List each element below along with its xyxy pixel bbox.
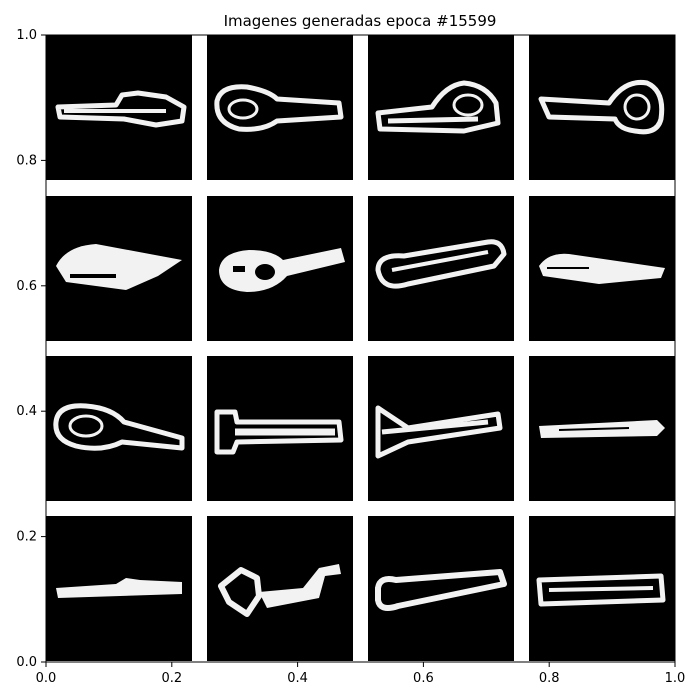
generated-stroke [55, 90, 187, 128]
image-panel [368, 356, 514, 501]
generated-stroke [214, 84, 344, 132]
generated-stroke [53, 403, 185, 451]
x-tick-label: 0.2 [161, 671, 182, 686]
generated-stroke [214, 409, 344, 455]
y-tick-label: 0.0 [16, 655, 37, 670]
plot-frame [45, 34, 676, 663]
generated-stroke [375, 569, 507, 611]
panel-background [207, 35, 353, 180]
chart-title: Imagenes generadas epoca #15599 [224, 12, 497, 30]
y-axis: 0.0 0.2 0.4 0.6 0.8 1.0 [16, 28, 46, 670]
y-tick-label: 0.2 [16, 530, 37, 545]
generated-stroke [375, 405, 503, 459]
x-tick-label: 1.0 [665, 671, 686, 686]
x-axis: 0.0 0.2 0.4 0.6 0.8 1.0 [36, 662, 686, 686]
image-panel [207, 516, 353, 661]
x-tick-label: 0.8 [539, 671, 560, 686]
image-panel [529, 196, 675, 341]
panel-background [46, 356, 192, 501]
image-panel [529, 356, 675, 501]
panel-background [529, 35, 675, 180]
image-panel [207, 35, 353, 180]
generated-stroke [375, 80, 501, 134]
image-panel [368, 196, 514, 341]
panel-background [368, 35, 514, 180]
image-panel [46, 196, 192, 341]
x-tick-label: 0.6 [413, 671, 434, 686]
generated-stroke [536, 573, 666, 607]
generated-stroke [539, 420, 665, 438]
y-tick-label: 1.0 [16, 28, 37, 43]
x-tick-label: 0.4 [287, 671, 308, 686]
image-panel [529, 516, 675, 661]
image-panel [46, 516, 192, 661]
generated-stroke [219, 248, 345, 292]
generated-stroke [539, 253, 665, 284]
y-tick-label: 0.8 [16, 153, 37, 168]
image-panel [529, 35, 675, 180]
image-panel [46, 35, 192, 180]
y-tick-label: 0.6 [16, 279, 37, 294]
image-panels [46, 35, 675, 661]
generated-stroke [218, 564, 341, 617]
image-panel [368, 516, 514, 661]
panel-background [207, 516, 353, 661]
generated-stroke [56, 578, 182, 598]
image-panel [207, 356, 353, 501]
generated-stroke [375, 239, 507, 289]
image-panel [368, 35, 514, 180]
image-panel [207, 196, 353, 341]
generated-stroke [56, 244, 182, 290]
y-tick-label: 0.4 [16, 404, 37, 419]
x-tick-label: 0.0 [36, 671, 57, 686]
image-panel [46, 356, 192, 501]
generated-stroke [538, 79, 665, 135]
